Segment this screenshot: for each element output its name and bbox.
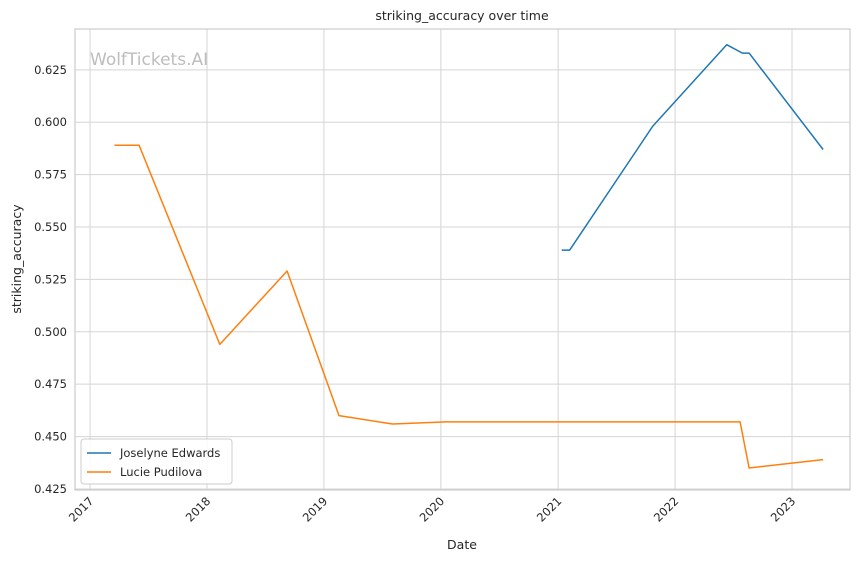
y-tick-label: 0.500 (34, 325, 67, 339)
y-tick-label: 0.600 (34, 115, 67, 129)
legend-label-joselyne-edwards: Joselyne Edwards (119, 446, 220, 460)
y-tick-label: 0.625 (34, 63, 67, 77)
y-axis-title: striking_accuracy (9, 204, 24, 314)
legend: Joselyne Edwards Lucie Pudilova (80, 438, 233, 485)
plot-area (75, 29, 850, 490)
legend-label-lucie-pudilova: Lucie Pudilova (120, 465, 202, 479)
series-layer (114, 43, 824, 469)
plot-frame (74, 28, 851, 491)
y-tick-labels: 0.425 0.450 0.475 0.500 0.525 0.550 0.575 0.600… (34, 63, 67, 496)
legend-box (80, 438, 233, 485)
x-grid (89, 29, 793, 490)
y-tick-label: 0.475 (34, 377, 67, 391)
x-axis-title: Date (447, 537, 477, 552)
y-tick-label: 0.425 (34, 482, 67, 496)
chart-title: striking_accuracy over time (375, 8, 549, 23)
series-line-lucie-pudilova (114, 144, 824, 469)
y-tick-label: 0.450 (34, 430, 67, 444)
y-tick-label: 0.550 (34, 220, 67, 234)
watermark: WolfTickets.AI (90, 50, 208, 70)
y-tick-label: 0.575 (34, 168, 67, 182)
series-line-joselyne-edwards (561, 43, 824, 251)
y-grid (75, 69, 850, 490)
y-tick-label: 0.525 (34, 272, 67, 286)
